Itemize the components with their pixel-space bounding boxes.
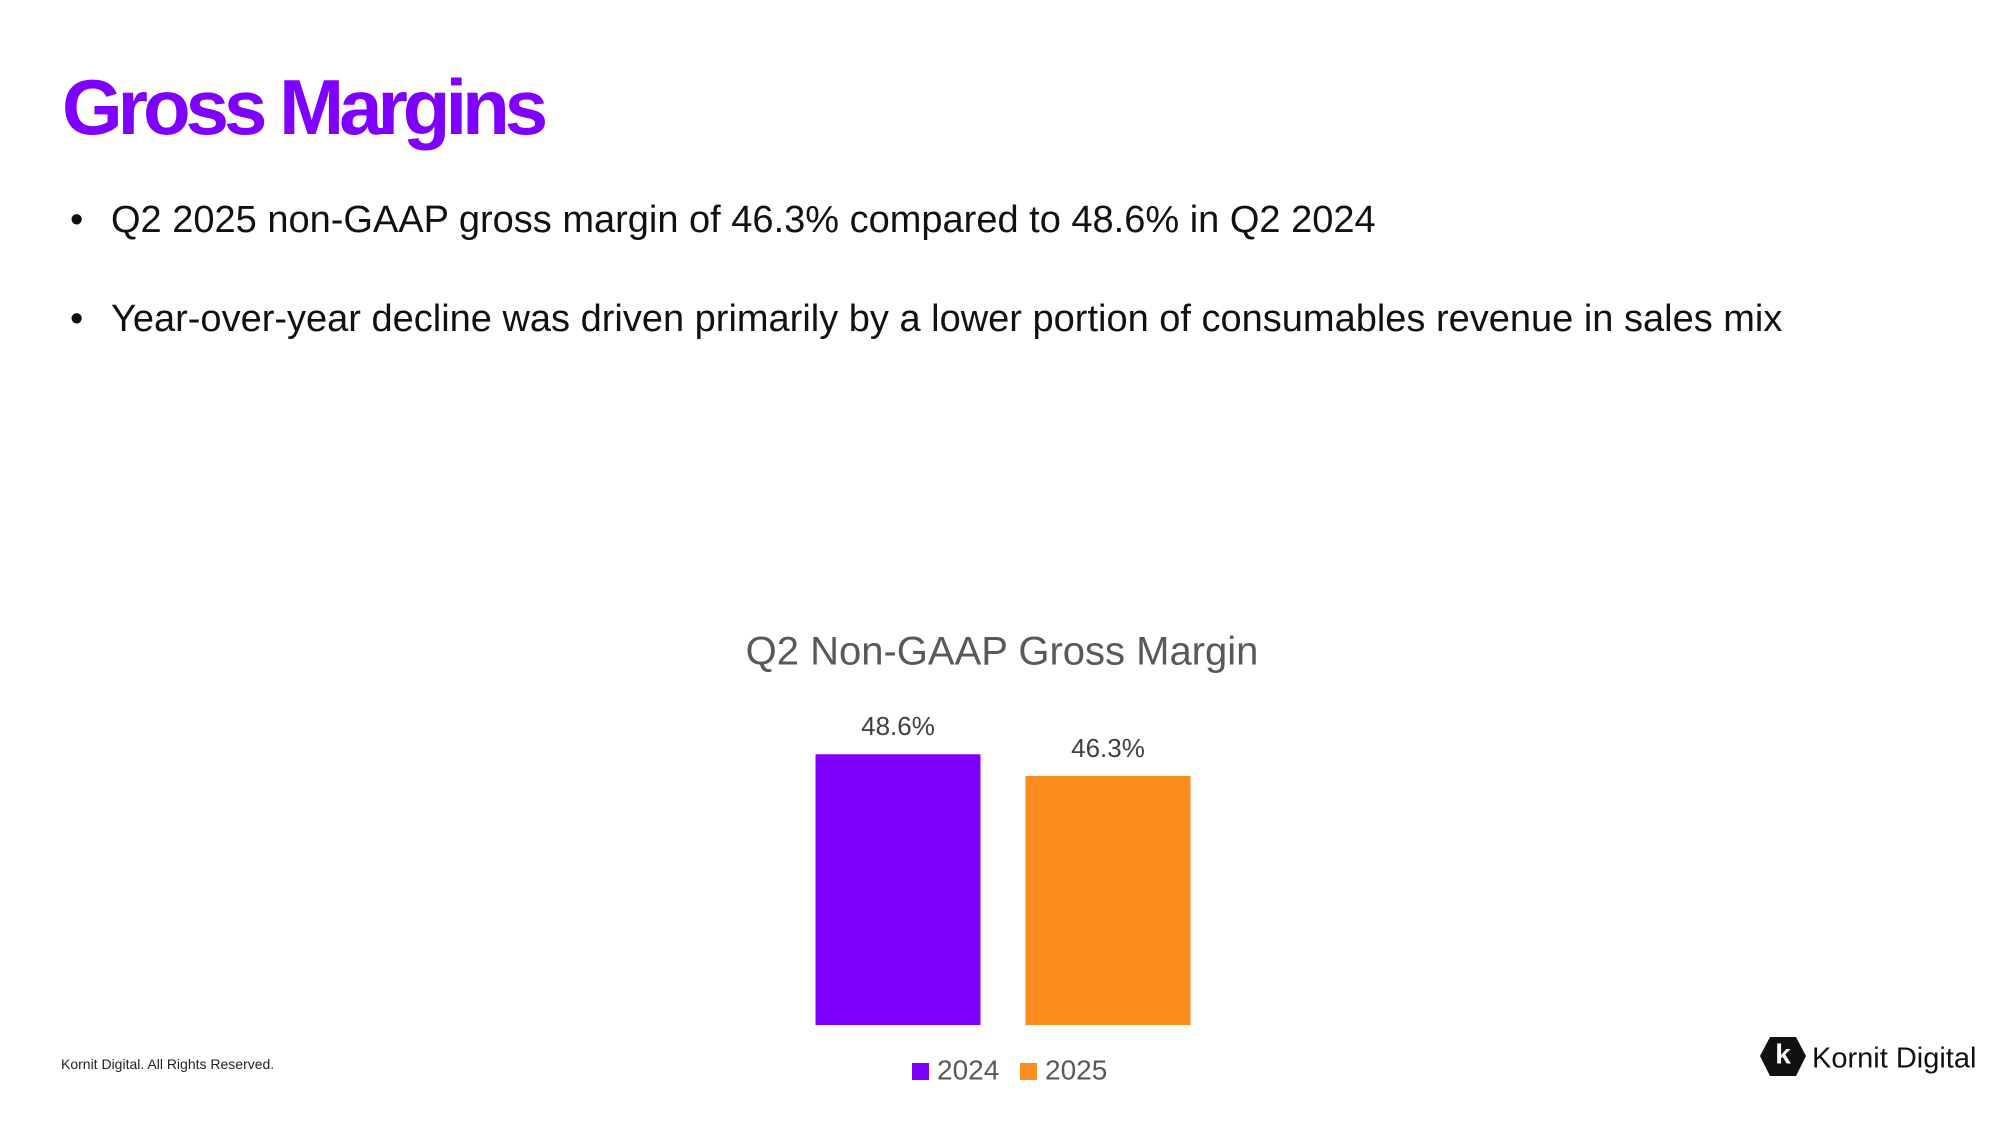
slide-title: Gross Margins <box>62 63 548 151</box>
data-label: 46.3% <box>1071 733 1145 763</box>
legend-label: 2024 <box>937 1054 999 1085</box>
bullet-text: Q2 2025 non-GAAP gross margin of 46.3% c… <box>111 199 1376 241</box>
chart-title: Q2 Non-GAAP Gross Margin <box>746 630 1259 674</box>
bullet: • Q2 2025 non-GAAP gross margin of 46.3% … <box>70 186 1850 254</box>
logo: k Kornit Digital <box>1760 1037 1976 1076</box>
bar <box>1025 776 1191 1025</box>
logo-letter: k <box>1775 1038 1791 1069</box>
legend-label: 2025 <box>1045 1054 1107 1085</box>
logo-icon <box>1760 1037 1806 1076</box>
footer: Kornit Digital. All Rights Reserved. <box>61 1056 275 1072</box>
legend-swatch <box>1020 1063 1037 1080</box>
bar <box>815 754 981 1025</box>
logo-text: Kornit Digital <box>1812 1043 1976 1075</box>
bullet: • Year-over-year decline was driven prima… <box>70 285 1850 353</box>
legend-swatch <box>912 1063 929 1080</box>
bullet-text: Year-over-year decline was driven primar… <box>111 298 1783 340</box>
data-label: 48.6% <box>861 711 935 741</box>
